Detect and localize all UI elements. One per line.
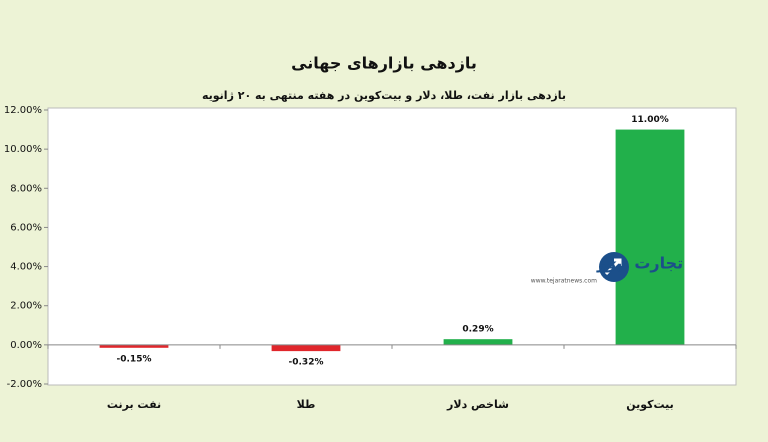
x-tick-label: نفت برنت <box>107 398 161 411</box>
y-tick-label: 10.00% <box>4 144 42 155</box>
bar <box>443 339 513 345</box>
value-label: 11.00% <box>631 115 669 125</box>
value-label: 0.29% <box>462 325 493 335</box>
value-label: -0.32% <box>289 358 324 368</box>
y-tick-label: -2.00% <box>7 379 42 390</box>
bar <box>615 129 685 345</box>
y-tick-label: 0.00% <box>10 340 42 351</box>
watermark: تجارت نیوز www.tejaratnews.com <box>531 252 683 285</box>
bar <box>99 344 169 348</box>
x-tick-label: بیت‌کوین <box>626 398 674 411</box>
logo-url: www.tejaratnews.com <box>531 278 597 285</box>
y-tick-label: 6.00% <box>10 222 42 233</box>
x-tick-label: طلا <box>297 398 316 411</box>
chart-subtitle: بازدهی بازار نفت، طلا، دلار و بیت‌کوین د… <box>202 89 566 102</box>
x-tick-label: شاخص دلار <box>446 398 509 411</box>
value-label: -0.15% <box>117 354 152 364</box>
logo-arrow <box>604 258 622 276</box>
y-tick-label: 12.00% <box>4 105 42 116</box>
bar <box>271 344 341 352</box>
logo-text: تجارت نیوز <box>596 254 683 273</box>
y-tick-label: 8.00% <box>10 183 42 194</box>
y-tick-label: 2.00% <box>10 301 42 312</box>
chart-title: بازدهی بازارهای جهانی <box>291 54 477 73</box>
y-tick-label: 4.00% <box>10 262 42 273</box>
